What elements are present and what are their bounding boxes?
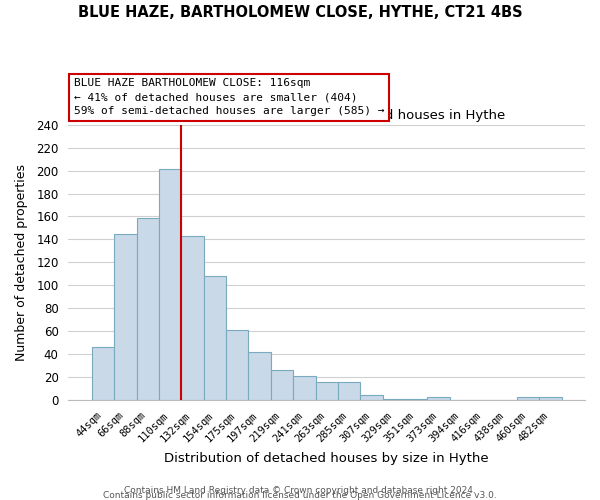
Text: Contains HM Land Registry data © Crown copyright and database right 2024.: Contains HM Land Registry data © Crown c…	[124, 486, 476, 495]
Bar	[181, 236, 204, 400]
Bar	[271, 370, 293, 400]
Bar	[293, 376, 316, 400]
Bar	[137, 218, 159, 400]
Bar	[159, 170, 181, 400]
Bar	[248, 352, 271, 401]
Y-axis label: Number of detached properties: Number of detached properties	[15, 164, 28, 361]
Title: Size of property relative to detached houses in Hythe: Size of property relative to detached ho…	[148, 109, 505, 122]
X-axis label: Distribution of detached houses by size in Hythe: Distribution of detached houses by size …	[164, 452, 489, 465]
Bar	[405, 399, 427, 400]
Bar	[383, 399, 405, 400]
Bar	[517, 397, 539, 400]
Bar	[92, 348, 114, 401]
Bar	[427, 397, 450, 400]
Bar	[338, 382, 360, 400]
Bar	[539, 397, 562, 400]
Text: Contains public sector information licensed under the Open Government Licence v3: Contains public sector information licen…	[103, 491, 497, 500]
Bar	[204, 276, 226, 400]
Bar	[360, 394, 383, 400]
Bar	[316, 382, 338, 400]
Bar	[226, 330, 248, 400]
Text: BLUE HAZE, BARTHOLOMEW CLOSE, HYTHE, CT21 4BS: BLUE HAZE, BARTHOLOMEW CLOSE, HYTHE, CT2…	[77, 5, 523, 20]
Bar	[114, 234, 137, 400]
Text: BLUE HAZE BARTHOLOMEW CLOSE: 116sqm
← 41% of detached houses are smaller (404)
5: BLUE HAZE BARTHOLOMEW CLOSE: 116sqm ← 41…	[74, 78, 384, 116]
